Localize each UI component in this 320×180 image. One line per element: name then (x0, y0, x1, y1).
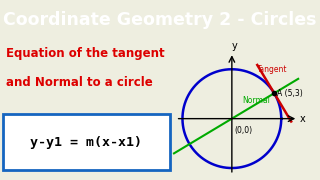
Text: and Normal to a circle: and Normal to a circle (6, 76, 153, 89)
Text: Normal: Normal (242, 96, 270, 105)
FancyBboxPatch shape (3, 114, 170, 170)
Text: Tangent: Tangent (257, 65, 288, 74)
Text: y-y1 = m(x-x1): y-y1 = m(x-x1) (30, 136, 142, 149)
Text: y: y (232, 41, 237, 51)
Text: Coordinate Geometry 2 - Circles: Coordinate Geometry 2 - Circles (3, 11, 317, 29)
Text: Equation of the tangent: Equation of the tangent (6, 47, 165, 60)
Text: x: x (300, 114, 306, 124)
Text: (0,0): (0,0) (234, 126, 252, 135)
Text: A (5,3): A (5,3) (277, 89, 302, 98)
